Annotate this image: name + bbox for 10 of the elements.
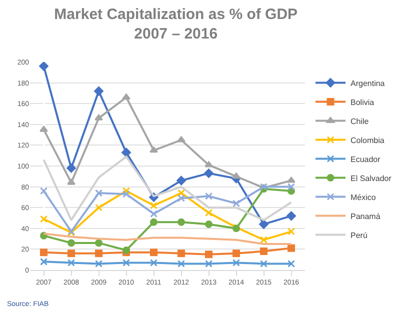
legend-label: Ecuador (350, 154, 381, 164)
chart-title: Market Capitalization as % of GDP 2007 – 2016 (54, 6, 298, 43)
legend-label: México (350, 192, 376, 202)
legend-label: Argentina (350, 78, 386, 88)
legend-label: El Salvador (350, 174, 392, 183)
legend-label: Chile (350, 116, 370, 126)
legend-label: Colombia (350, 136, 385, 145)
legend-label: Panamá (350, 212, 381, 221)
legend-label: Bolivia (350, 98, 375, 107)
legend-label: Perú (350, 230, 368, 240)
